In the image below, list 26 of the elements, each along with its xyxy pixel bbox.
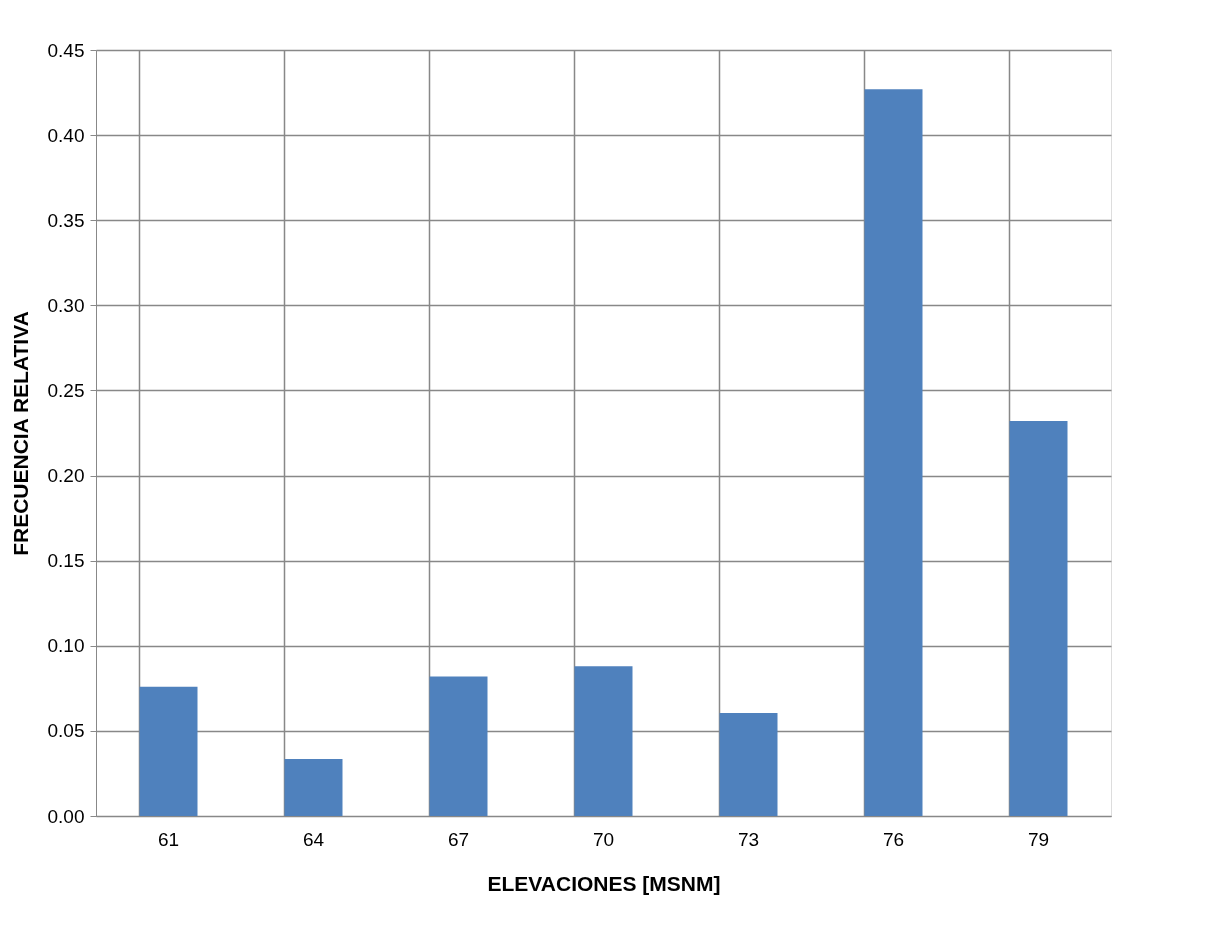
bar	[284, 758, 343, 816]
x-tick-label: 76	[882, 828, 905, 850]
y-tick-label: 0.40	[47, 124, 85, 146]
x-tick-label: 70	[592, 828, 615, 850]
bar	[1009, 421, 1068, 816]
y-tick-label: 0.15	[47, 550, 85, 572]
bar	[139, 686, 198, 816]
x-axis-title: ELEVACIONES [MSNM]	[487, 871, 721, 895]
y-tick-label: 0.45	[47, 39, 85, 61]
y-tick-label: 0.35	[47, 209, 85, 231]
y-tick-label: 0.20	[47, 465, 85, 487]
bar	[719, 713, 778, 816]
y-axis-title: FRECUENCIA RELATIVA	[8, 311, 32, 556]
x-tick-label: 67	[447, 828, 470, 850]
x-tick-label: 61	[157, 828, 180, 850]
y-tick-label: 0.25	[47, 379, 85, 401]
x-tick-label: 79	[1027, 828, 1050, 850]
bar	[864, 89, 923, 816]
bar	[574, 666, 633, 816]
x-tick-label: 73	[737, 828, 760, 850]
y-tick-label: 0.05	[47, 720, 85, 742]
x-tick-label: 64	[302, 828, 325, 850]
y-tick-label: 0.00	[47, 805, 85, 827]
bar	[429, 676, 488, 816]
y-tick-label: 0.10	[47, 635, 85, 657]
y-tick-label: 0.30	[47, 294, 85, 316]
